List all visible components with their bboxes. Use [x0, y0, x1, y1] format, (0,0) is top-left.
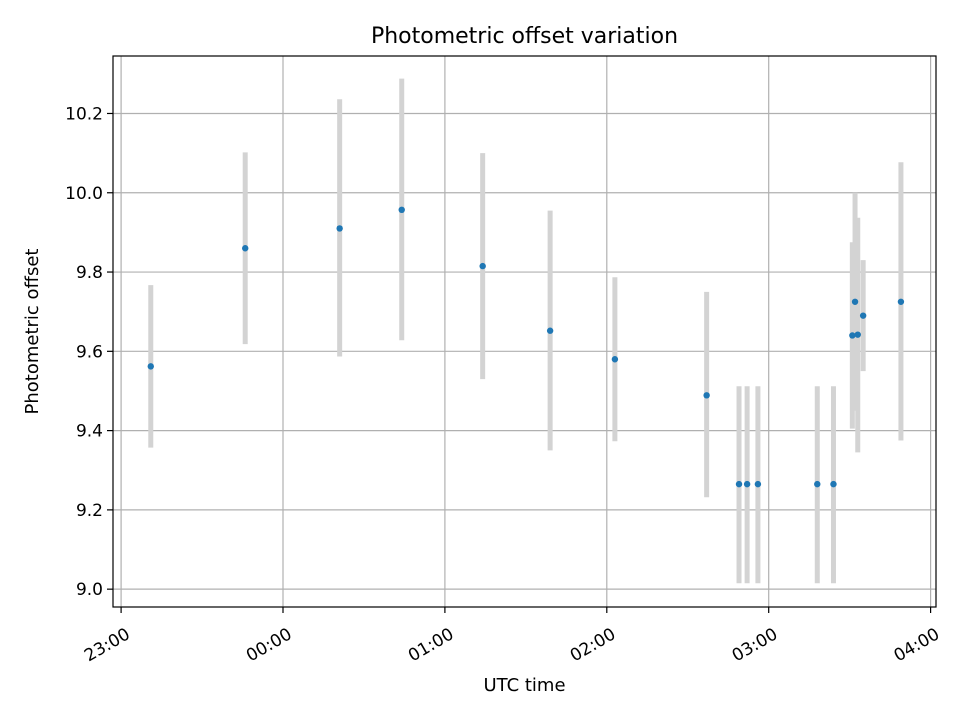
data-point [479, 262, 486, 270]
data-point [897, 298, 905, 305]
data-point [854, 331, 861, 338]
data-point [546, 327, 554, 334]
y-tick-label: 9.4 [76, 422, 103, 442]
y-tick-label: 9.0 [76, 580, 103, 600]
y-tick-label: 10.0 [65, 184, 103, 204]
y-tick-label: 10.2 [65, 104, 103, 124]
data-point [242, 245, 249, 252]
y-axis-ticks: 9.0 9.2 9.4 9.6 9.8 10.0 10.2 [65, 104, 113, 600]
data-point [859, 312, 867, 319]
data-point [849, 332, 856, 339]
data-point [830, 480, 837, 488]
chart-title: Photometric offset variation [371, 24, 678, 49]
data-point [336, 225, 343, 232]
data-point [851, 298, 859, 305]
y-tick-label: 9.2 [76, 501, 103, 521]
y-tick-label: 9.8 [76, 263, 103, 283]
data-point [814, 480, 821, 488]
data-point [743, 480, 751, 488]
data-point [398, 206, 405, 214]
plot-frame [112, 55, 937, 608]
x-axis-label: UTC time [483, 675, 565, 696]
data-point [703, 392, 710, 399]
data-points [147, 206, 905, 488]
data-point [735, 480, 743, 488]
grid [113, 56, 936, 607]
data-point [147, 363, 154, 370]
data-point [611, 356, 619, 363]
y-axis-label: Photometric offset [22, 249, 43, 415]
y-tick-label: 9.6 [76, 342, 103, 362]
data-point [754, 480, 762, 488]
